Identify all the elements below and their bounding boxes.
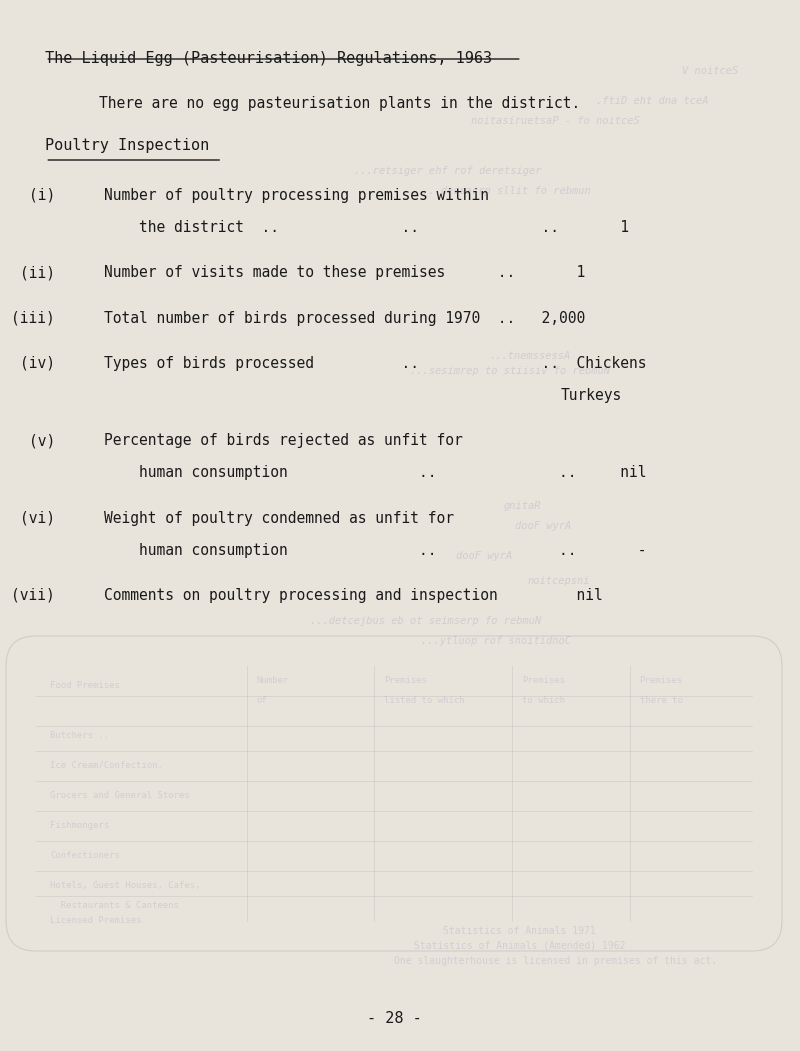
Text: noitasiruetsaP - fo noitceS: noitasiruetsaP - fo noitceS [470, 116, 639, 126]
Text: noitcepsni: noitcepsni [528, 576, 590, 586]
Text: Food Premises: Food Premises [50, 681, 120, 691]
Text: Number of visits made to these premises      ..       1: Number of visits made to these premises … [104, 265, 586, 281]
Text: There are no egg pasteurisation plants in the district.: There are no egg pasteurisation plants i… [99, 96, 581, 111]
Text: (vi): (vi) [20, 511, 55, 526]
Text: Turkeys: Turkeys [561, 388, 622, 403]
Text: Premises: Premises [522, 676, 565, 685]
Text: Number: Number [257, 676, 289, 685]
Text: the district  ..              ..              ..       1: the district .. .. .. 1 [104, 220, 630, 235]
Text: (i): (i) [29, 188, 55, 203]
Text: Types of birds processed          ..              ..  Chickens: Types of birds processed .. .. Chickens [104, 356, 646, 371]
Text: .ftiD eht dna tceA: .ftiD eht dna tceA [596, 96, 708, 106]
Text: dooF wyrA: dooF wyrA [456, 551, 512, 561]
Text: Fishmongers: Fishmongers [50, 821, 110, 830]
Text: (iv): (iv) [20, 356, 55, 371]
Text: Restaurants & Canteens: Restaurants & Canteens [50, 901, 179, 910]
Text: Comments on poultry processing and inspection         nil: Comments on poultry processing and inspe… [104, 588, 603, 603]
Text: Hotels, Guest Houses, Cafes,: Hotels, Guest Houses, Cafes, [50, 881, 201, 890]
Text: - 28 -: - 28 - [366, 1011, 422, 1026]
Text: listed to which: listed to which [384, 696, 465, 705]
Text: to which: to which [522, 696, 565, 705]
Text: Ice Cream/Confection.: Ice Cream/Confection. [50, 761, 163, 770]
Text: Licensed Premises: Licensed Premises [50, 916, 142, 925]
Text: ...detcejbus eb ot seimserp fo rebmuN: ...detcejbus eb ot seimserp fo rebmuN [310, 616, 542, 626]
Text: human consumption               ..              ..       -: human consumption .. .. - [104, 542, 646, 557]
Text: ...retsiger ehf rof deretsiger: ...retsiger ehf rof deretsiger [354, 166, 542, 176]
Text: human consumption               ..              ..     nil: human consumption .. .. nil [104, 466, 646, 480]
Text: ...ytluop rof snoitidnoC: ...ytluop rof snoitidnoC [421, 636, 570, 646]
Text: V noitceS: V noitceS [682, 66, 738, 76]
Text: Butchers ..: Butchers .. [50, 731, 110, 740]
Text: Statistics of Animals (Amended) 1962: Statistics of Animals (Amended) 1962 [414, 941, 625, 951]
Text: Weight of poultry condemned as unfit for: Weight of poultry condemned as unfit for [104, 511, 454, 526]
Text: Premises: Premises [384, 676, 427, 685]
Text: ...sesimrep to stiisiv fo rebmuN: ...sesimrep to stiisiv fo rebmuN [410, 366, 610, 376]
Text: Grocers and General Stores: Grocers and General Stores [50, 791, 190, 800]
Text: Total number of birds processed during 1970  ..   2,000: Total number of birds processed during 1… [104, 311, 586, 326]
Text: (v): (v) [29, 433, 55, 448]
Text: The Liquid Egg (Pasteurisation) Regulations, 1963: The Liquid Egg (Pasteurisation) Regulati… [46, 51, 493, 66]
Text: Premises: Premises [639, 676, 682, 685]
Text: Confectioners: Confectioners [50, 851, 120, 860]
Text: Statistics of Animals 1971: Statistics of Animals 1971 [443, 926, 596, 936]
Text: of: of [257, 696, 267, 705]
Text: (vii): (vii) [11, 588, 55, 603]
Text: Number of poultry processing premises within: Number of poultry processing premises wi… [104, 188, 490, 203]
Text: ...tnemssessA: ...tnemssessA [490, 351, 570, 360]
Text: ...dessacrp sllit fo rebmun: ...dessacrp sllit fo rebmun [422, 186, 590, 195]
Text: (ii): (ii) [20, 265, 55, 281]
Text: there to: there to [639, 696, 682, 705]
Text: (iii): (iii) [11, 311, 55, 326]
Text: gnitaR: gnitaR [504, 501, 542, 511]
Text: dooF wyrA: dooF wyrA [514, 521, 570, 531]
Text: Poultry Inspection: Poultry Inspection [46, 138, 210, 153]
Text: Percentage of birds rejected as unfit for: Percentage of birds rejected as unfit fo… [104, 433, 463, 448]
Text: One slaughterhouse is licensed in premises of this act.: One slaughterhouse is licensed in premis… [394, 956, 717, 966]
